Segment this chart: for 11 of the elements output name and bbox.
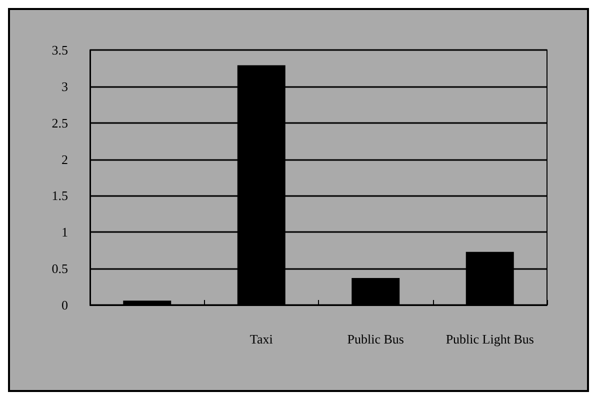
y-tick-label: 2 [62,152,68,167]
y-tick-label: 3.5 [52,42,68,58]
y-tick-label: 3 [62,78,68,94]
y-tick-label: 1.5 [52,188,68,204]
y-tick-label: 0.5 [52,261,68,276]
x-tick-label: Public Light Bus [446,332,534,346]
x-tick-label: Public Bus [347,332,404,346]
y-tick-label: 2.5 [52,115,68,130]
x-tick-label: Taxi [250,332,274,346]
y-tick-label: 0 [62,298,68,312]
y-tick-label: 1 [62,224,68,240]
